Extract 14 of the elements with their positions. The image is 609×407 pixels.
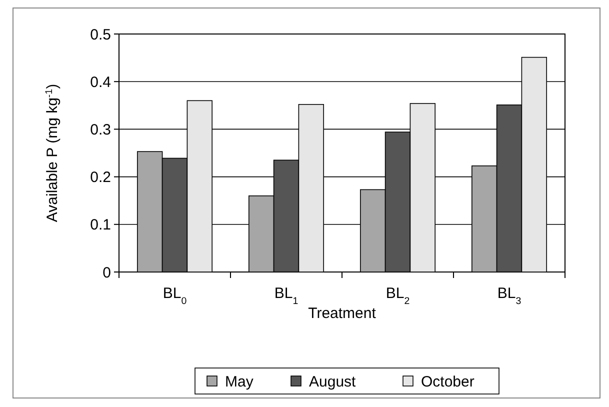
legend-label: October	[421, 373, 474, 390]
x-axis-title: Treatment	[308, 305, 377, 322]
legend-label: May	[225, 373, 254, 390]
y-tick-label: 0.1	[90, 216, 111, 234]
y-tick-label: 0.5	[90, 26, 111, 44]
x-tick-label: BL$_{1}$	[274, 285, 298, 306]
y-tick-label: 0.2	[90, 169, 111, 186]
y-tick-label: 0.3	[90, 121, 111, 138]
x-tick-label: BL$_{2}$	[386, 285, 410, 306]
x-tick-label: BL$_{3}$	[497, 285, 522, 306]
legend-label: August	[309, 373, 357, 390]
y-tick-label: 0	[102, 264, 111, 282]
y-tick-label: 0.4	[90, 74, 111, 91]
x-tick-label: BL$_{0}$	[162, 285, 188, 306]
